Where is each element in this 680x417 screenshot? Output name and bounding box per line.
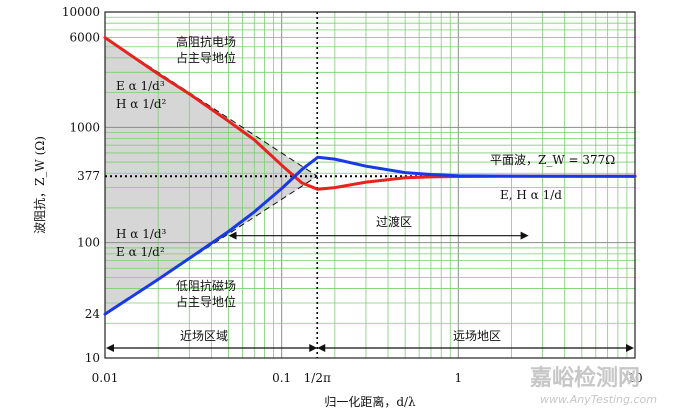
x-tick-label: 0.1	[272, 371, 291, 385]
annotation-low-impedance-line1: 低阻抗磁场	[176, 278, 236, 293]
annotation-e-high: E α 1/d³	[116, 79, 165, 93]
watermark-en: www.AnyTesting.com	[540, 393, 657, 406]
annotation-low-impedance-line2: 占主导地位	[176, 294, 236, 309]
reference-lines	[105, 12, 431, 358]
y-tick-label: 24	[85, 307, 101, 321]
y-tick-label: 6000	[69, 31, 100, 45]
region-arrows	[106, 231, 634, 352]
y-axis-label: 波阻抗，Z_W (Ω)	[32, 136, 47, 234]
y-tick-label: 10	[85, 351, 100, 365]
arrow-head	[309, 344, 318, 352]
annotation-near-field: 近场区域	[180, 329, 228, 343]
annotation-far-relation: E, H α 1/d	[500, 188, 562, 202]
tick-labels: 0.01 0.1 1/2π 1 10 10 24 100 377 1000 6000 10000	[62, 5, 643, 385]
arrow-head	[106, 344, 114, 352]
x-tick-label: 0.01	[92, 371, 119, 385]
y-tick-label: 377	[77, 169, 100, 183]
x-axis-label: 归一化距离，d/λ	[324, 394, 416, 409]
arrow-near-field	[106, 344, 318, 352]
y-tick-label: 1000	[69, 120, 100, 134]
x-tick-label: 10	[627, 371, 642, 385]
series-line-blue	[103, 155, 637, 316]
arrow-far-field	[317, 344, 634, 352]
x-tick-label: 1	[455, 371, 463, 385]
plot-frame	[104, 11, 636, 359]
annotation-h-low: H α 1/d³	[116, 227, 167, 241]
annotation-far-field: 远场地区	[453, 329, 501, 343]
plot-border	[104, 11, 636, 359]
arrow-head	[520, 231, 529, 240]
annotation-high-impedance-line2: 占主导地位	[176, 50, 236, 65]
watermark-cn: 嘉峪检测网	[530, 365, 640, 391]
arrow-head	[626, 344, 634, 352]
annotation-high-impedance-line1: 高阻抗电场	[176, 34, 236, 49]
arrow-transition	[228, 231, 529, 240]
y-tick-label: 100	[77, 236, 100, 250]
annotations: 高阻抗电场 占主导地位 E α 1/d³ H α 1/d² H α 1/d³ E…	[116, 34, 615, 343]
arrow-head	[317, 344, 326, 352]
annotation-transition: 过渡区	[376, 214, 412, 229]
series-lines	[103, 36, 637, 316]
grid	[105, 12, 635, 358]
annotation-e-low: E α 1/d²	[116, 245, 165, 259]
x-tick-label: 1/2π	[304, 371, 331, 385]
annotation-plane-wave: 平面波，Z_W = 377Ω	[490, 153, 615, 167]
arrow-head	[228, 231, 237, 240]
y-tick-label: 10000	[62, 5, 100, 19]
annotation-h-high: H α 1/d²	[116, 97, 167, 111]
